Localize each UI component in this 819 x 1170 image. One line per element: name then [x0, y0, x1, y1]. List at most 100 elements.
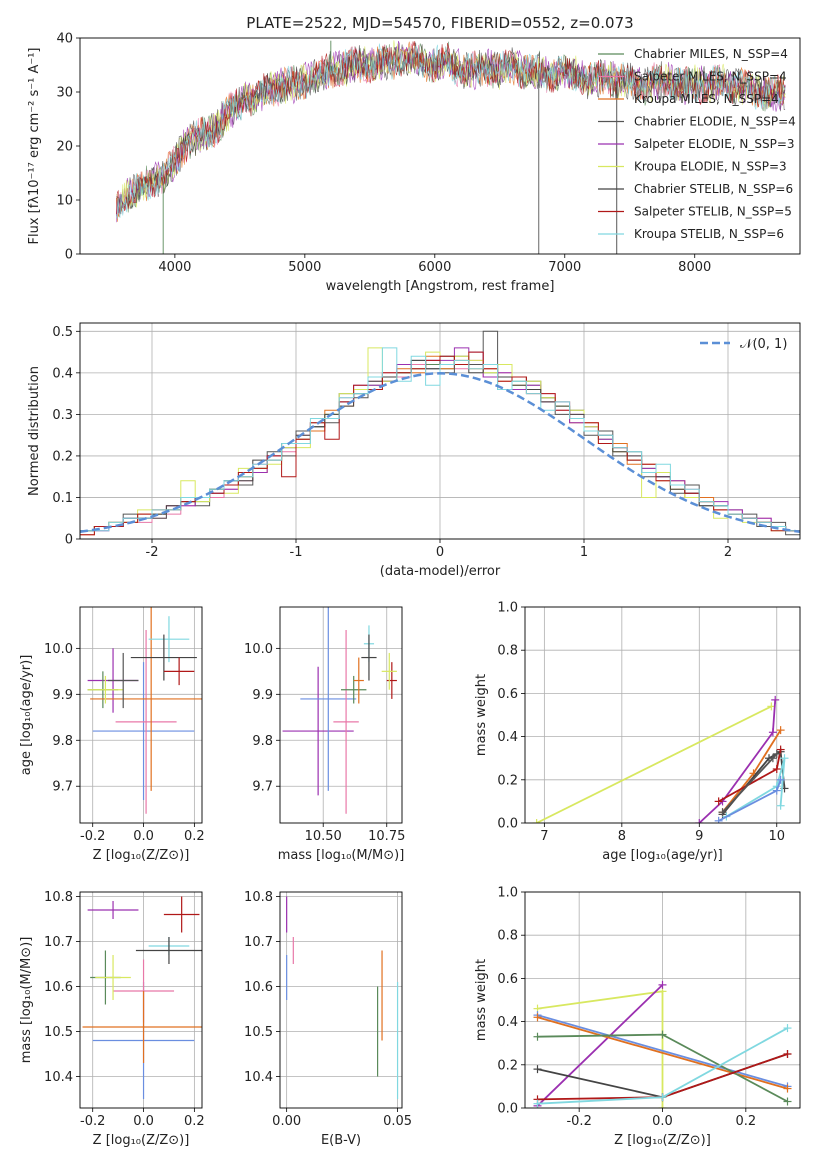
panel-massweight_vs_age: 7 8 9 10 0.0 0.2 0.4 0.6 0.8 1.0 age [log₁₀(age/yr…	[474, 601, 801, 863]
y-tick-label: 0.8	[497, 644, 518, 659]
y-tick-label: 0.5	[52, 325, 73, 340]
x-tick-label: 9	[695, 829, 703, 844]
y-tick-label: 10.7	[44, 935, 73, 950]
y-tick-label: 10	[56, 194, 73, 209]
y-tick-label: 10.8	[44, 890, 73, 905]
axes-frame	[524, 891, 801, 1109]
y-axis-label: Flux [fλ10⁻¹⁷ erg cm⁻² s⁻¹ A⁻¹]	[27, 48, 42, 245]
y-tick-label: 0	[65, 533, 73, 548]
y-tick-label: 10.5	[244, 1025, 273, 1040]
x-tick-label: 10.75	[368, 829, 405, 844]
legend-label-chabrier_stelib: Chabrier STELIB, N_SSP=6	[634, 182, 793, 196]
x-tick-label: 0.0	[133, 1114, 154, 1129]
y-axis-label: age [log₁₀(age/yr)]	[19, 655, 34, 776]
y-tick-label: 9.9	[252, 688, 273, 703]
y-tick-label: 0.4	[497, 1015, 518, 1030]
x-axis-label: Z [log₁₀(Z/Z⊙)]	[614, 1133, 711, 1148]
y-tick-label: 0.3	[52, 408, 73, 423]
y-tick-label: 10.4	[244, 1070, 273, 1085]
y-tick-label: 1.0	[497, 601, 518, 616]
y-axis-label: mass [log₁₀(M/M⊙)]	[19, 937, 34, 1064]
legend-label-normal: 𝒩(0, 1)	[740, 337, 787, 352]
y-tick-label: 10.7	[244, 935, 273, 950]
axes-frame	[79, 606, 203, 824]
x-tick-label: 6000	[418, 260, 451, 275]
y-tick-label: 9.8	[252, 734, 273, 749]
axes-frame	[524, 606, 801, 824]
y-tick-label: 9.9	[52, 688, 73, 703]
x-tick-label: -0.2	[80, 1114, 105, 1129]
x-axis-label: (data-model)/error	[380, 564, 501, 579]
x-tick-label: 2	[724, 545, 732, 560]
panel-age_vs_Z: -0.2 0.0 0.2 9.7 9.8 9.9 10.0 Z [log₁₀(Z/Z⊙)] ag…	[19, 606, 205, 863]
plot-area	[532, 695, 789, 823]
weight-line	[536, 984, 664, 1107]
panel-spectrum: 4000 5000 6000 7000 8000 0 10 20 30 40 wavelength …	[27, 32, 801, 294]
y-tick-label: 9.8	[52, 734, 73, 749]
y-tick-label: 10.6	[244, 980, 273, 995]
legend-label-chabrier_miles: Chabrier MILES, N_SSP=4	[634, 47, 788, 61]
legend-label-salpeter_elodie: Salpeter ELODIE, N_SSP=3	[634, 137, 795, 151]
y-tick-label: 20	[56, 140, 73, 155]
weight-line	[725, 757, 786, 818]
y-tick-label: 30	[56, 86, 73, 101]
x-tick-label: -2	[146, 545, 159, 560]
y-tick-label: 10.5	[44, 1025, 73, 1040]
y-tick-label: 0	[65, 248, 73, 263]
x-tick-label: 0	[436, 545, 444, 560]
weight-line	[536, 705, 772, 823]
histogram-kroupa_stelib	[80, 347, 800, 539]
y-tick-label: 0.2	[497, 1058, 518, 1073]
y-tick-label: 10.6	[44, 980, 73, 995]
y-tick-label: 0.1	[52, 491, 73, 506]
x-tick-label: 0.2	[184, 829, 205, 844]
x-tick-label: 1	[580, 545, 588, 560]
x-tick-label: 8000	[678, 260, 711, 275]
legend-label-salpeter_miles: Salpeter MILES, N_SSP=4	[634, 70, 787, 84]
plot-area	[533, 980, 792, 1108]
x-axis-label: mass [log₁₀(M/M⊙)]	[278, 848, 405, 863]
x-tick-label: 0.2	[184, 1114, 205, 1129]
y-tick-label: 0.0	[497, 817, 518, 832]
x-tick-label: -0.2	[80, 829, 105, 844]
y-axis-label: mass weight	[474, 959, 489, 1041]
x-tick-label: 0.00	[272, 1114, 301, 1129]
x-tick-label: 4000	[158, 260, 191, 275]
x-axis-label: wavelength [Angstrom, rest frame]	[326, 279, 555, 294]
y-tick-label: 10.4	[44, 1070, 73, 1085]
y-tick-label: 0.8	[497, 929, 518, 944]
x-tick-label: 7	[540, 829, 548, 844]
x-tick-label: -1	[290, 545, 303, 560]
plot-area	[82, 896, 202, 1099]
axes-frame	[279, 891, 403, 1109]
x-tick-label: 10	[768, 829, 785, 844]
legend-label-salpeter_stelib: Salpeter STELIB, N_SSP=5	[634, 205, 792, 219]
panel-residuals: -2 -1 0 1 2 0 0.1 0.2 0.3 0.4 0.5 (data-model)/erro…	[27, 322, 801, 579]
x-tick-label: 0.0	[652, 1114, 673, 1129]
y-tick-label: 0.4	[52, 366, 73, 381]
x-tick-label: 0.2	[735, 1114, 756, 1129]
axes-frame	[79, 322, 801, 540]
panel-mass_vs_Z: -0.2 0.0 0.2 10.4 10.5 10.6 10.7 10.8 Z [log₁₀(Z…	[19, 890, 205, 1148]
y-tick-label: 9.7	[252, 780, 273, 795]
y-tick-label: 0.6	[497, 972, 518, 987]
weight-line	[721, 750, 786, 815]
x-tick-label: 8	[618, 829, 626, 844]
x-tick-label: 0.05	[383, 1114, 412, 1129]
x-axis-label: age [log₁₀(age/yr)]	[602, 848, 723, 863]
legend-label-kroupa_stelib: Kroupa STELIB, N_SSP=6	[634, 227, 784, 241]
panel-mass_vs_EBV: 0.00 0.05 10.4 10.5 10.6 10.7 10.8 E(B-V)	[244, 890, 412, 1148]
x-tick-label: 5000	[288, 260, 321, 275]
x-axis-label: Z [log₁₀(Z/Z⊙)]	[93, 848, 190, 863]
weight-line	[537, 1016, 788, 1090]
x-tick-label: -0.2	[566, 1114, 591, 1129]
axes-frame	[79, 37, 801, 255]
normal-curve	[80, 372, 800, 533]
plot-area	[80, 330, 800, 539]
x-tick-label: 10.50	[305, 829, 342, 844]
plot-area	[116, 40, 786, 254]
y-tick-label: 10.8	[244, 890, 273, 905]
y-tick-label: 0.2	[52, 449, 73, 464]
y-tick-label: 10.0	[244, 642, 273, 657]
